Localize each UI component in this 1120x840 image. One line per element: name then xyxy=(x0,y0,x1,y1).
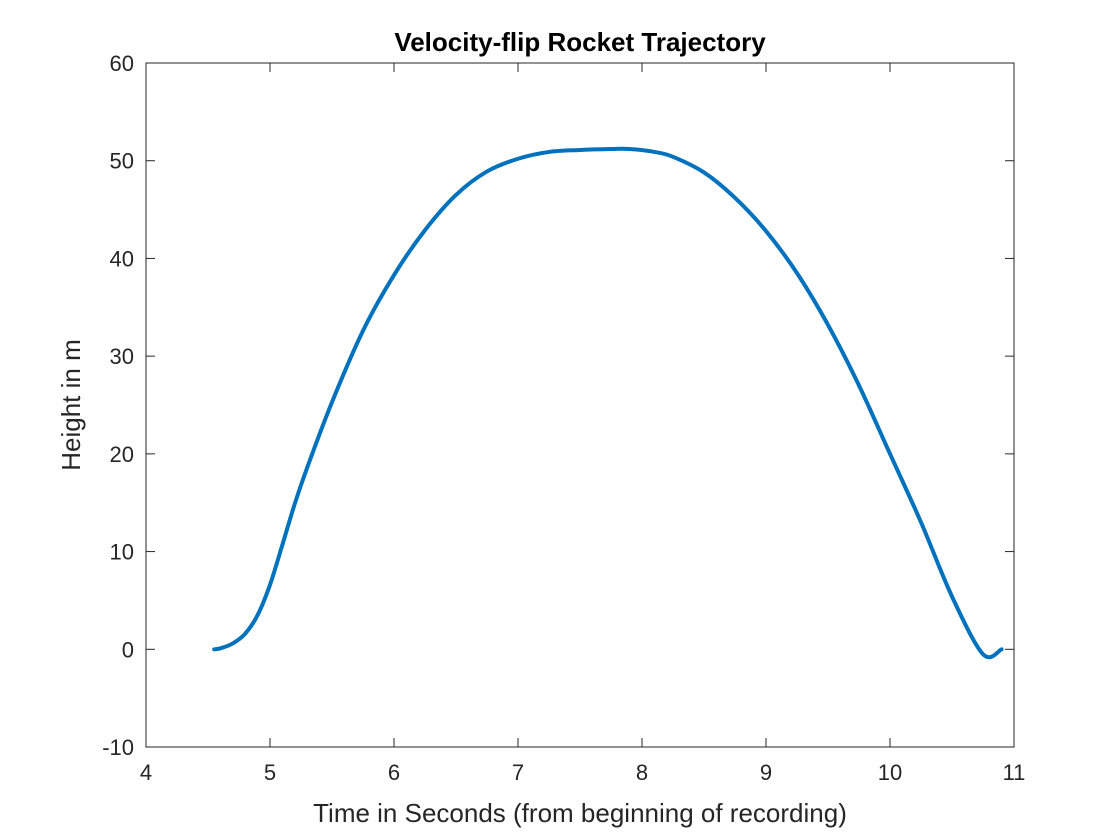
y-tick-label: 30 xyxy=(110,344,134,369)
y-tick-label: 40 xyxy=(110,246,134,271)
axes-box xyxy=(145,62,1015,748)
plot-area: 4 5 6 7 8 9 10 11 -10 0 10 20 30 40 50 60 xyxy=(102,51,1025,785)
x-tick-label: 9 xyxy=(760,760,772,785)
y-axis-label: Height in m xyxy=(56,339,86,471)
y-tick-label: -10 xyxy=(102,735,134,760)
y-tick-label: 10 xyxy=(110,540,134,565)
x-axis-label: Time in Seconds (from beginning of recor… xyxy=(313,798,847,828)
x-tick-label: 5 xyxy=(264,760,276,785)
series-line-0 xyxy=(212,146,1004,660)
y-tick-label: 60 xyxy=(110,51,134,76)
chart-title: Velocity-flip Rocket Trajectory xyxy=(394,27,766,57)
x-tick-label: 6 xyxy=(388,760,400,785)
axis-ticks: 4 5 6 7 8 9 10 11 -10 0 10 20 30 40 50 60 xyxy=(102,51,1025,785)
x-tick-label: 10 xyxy=(878,760,902,785)
x-tick-label: 11 xyxy=(1003,760,1026,785)
y-tick-label: 20 xyxy=(110,442,134,467)
x-tick-label: 7 xyxy=(512,760,524,785)
series-layer xyxy=(212,146,1004,660)
y-tick-label: 50 xyxy=(110,149,134,174)
x-tick-label: 8 xyxy=(636,760,648,785)
x-tick-label: 4 xyxy=(140,760,152,785)
y-tick-label: 0 xyxy=(122,637,134,662)
